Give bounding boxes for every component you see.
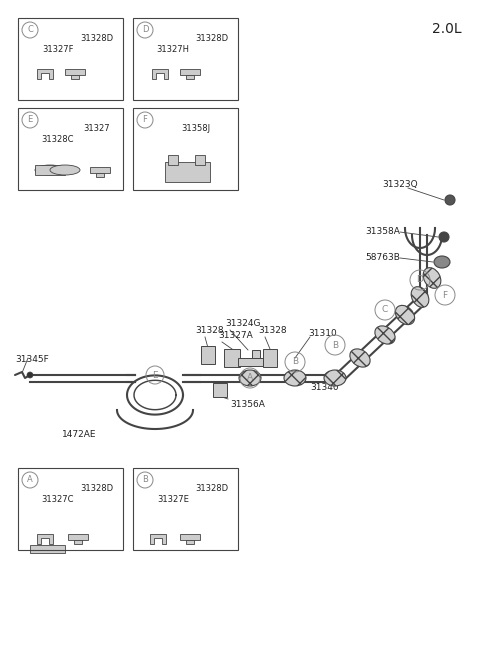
Text: 31327C: 31327C bbox=[42, 495, 74, 504]
Text: 31323Q: 31323Q bbox=[382, 181, 418, 189]
Polygon shape bbox=[152, 69, 168, 79]
Text: F: F bbox=[443, 291, 447, 299]
Polygon shape bbox=[180, 534, 200, 540]
Text: 31358J: 31358J bbox=[181, 124, 211, 133]
Polygon shape bbox=[180, 69, 200, 75]
Bar bbox=[133, 468, 238, 550]
Text: 31310: 31310 bbox=[308, 329, 337, 337]
Text: 31327: 31327 bbox=[84, 124, 110, 133]
Polygon shape bbox=[186, 540, 194, 544]
Ellipse shape bbox=[284, 370, 306, 386]
Circle shape bbox=[439, 232, 449, 242]
Polygon shape bbox=[37, 69, 53, 79]
Text: 31356A: 31356A bbox=[230, 400, 265, 409]
Ellipse shape bbox=[324, 370, 346, 386]
Ellipse shape bbox=[411, 287, 429, 307]
Text: 31328C: 31328C bbox=[42, 135, 74, 144]
Bar bbox=[18, 468, 123, 550]
Bar bbox=[168, 155, 178, 165]
Polygon shape bbox=[150, 534, 166, 544]
Text: 31340: 31340 bbox=[310, 383, 338, 392]
Text: D: D bbox=[417, 276, 423, 284]
Bar bbox=[165, 162, 210, 182]
Text: 31328D: 31328D bbox=[80, 484, 113, 493]
Polygon shape bbox=[74, 540, 82, 544]
Polygon shape bbox=[71, 75, 79, 79]
Bar bbox=[35, 165, 65, 175]
Bar bbox=[133, 18, 238, 100]
Ellipse shape bbox=[423, 268, 441, 288]
Bar bbox=[133, 108, 238, 190]
Text: 31328D: 31328D bbox=[195, 484, 228, 493]
Text: C: C bbox=[382, 305, 388, 314]
Text: B: B bbox=[332, 341, 338, 350]
Ellipse shape bbox=[375, 326, 395, 344]
Text: A: A bbox=[27, 476, 33, 485]
Text: 31327F: 31327F bbox=[42, 45, 73, 54]
Bar bbox=[195, 155, 205, 165]
Polygon shape bbox=[186, 75, 194, 79]
Polygon shape bbox=[37, 534, 53, 544]
Text: 31345F: 31345F bbox=[15, 355, 49, 364]
Text: 1472AE: 1472AE bbox=[62, 430, 96, 439]
Ellipse shape bbox=[35, 165, 65, 175]
Bar bbox=[252, 350, 260, 358]
Ellipse shape bbox=[239, 370, 261, 386]
Text: 31324G: 31324G bbox=[225, 319, 261, 328]
Text: B: B bbox=[292, 358, 298, 367]
Text: E: E bbox=[152, 371, 158, 379]
Bar bbox=[18, 108, 123, 190]
Polygon shape bbox=[68, 534, 88, 540]
Bar bbox=[224, 349, 240, 367]
Text: A: A bbox=[247, 373, 253, 383]
Text: 31328: 31328 bbox=[195, 326, 224, 335]
Text: C: C bbox=[27, 26, 33, 35]
Polygon shape bbox=[90, 167, 110, 173]
Text: D: D bbox=[142, 26, 148, 35]
Polygon shape bbox=[65, 69, 85, 75]
Bar bbox=[18, 18, 123, 100]
Circle shape bbox=[445, 195, 455, 205]
Text: 31328D: 31328D bbox=[80, 34, 113, 43]
Circle shape bbox=[27, 372, 33, 378]
Text: 31327A: 31327A bbox=[218, 331, 253, 340]
Text: E: E bbox=[27, 115, 33, 124]
Polygon shape bbox=[96, 173, 104, 177]
Text: 31328D: 31328D bbox=[195, 34, 228, 43]
Bar bbox=[30, 545, 65, 553]
Text: 58763B: 58763B bbox=[365, 253, 400, 263]
Ellipse shape bbox=[396, 305, 415, 325]
Text: 31327H: 31327H bbox=[156, 45, 190, 54]
Bar bbox=[213, 383, 227, 397]
Text: 2.0L: 2.0L bbox=[432, 22, 462, 36]
Ellipse shape bbox=[434, 256, 450, 268]
Bar bbox=[263, 349, 277, 367]
Ellipse shape bbox=[50, 165, 80, 175]
Bar bbox=[238, 358, 263, 366]
Text: F: F bbox=[143, 115, 147, 124]
Text: 31358A: 31358A bbox=[365, 227, 400, 236]
Bar bbox=[201, 346, 215, 364]
Text: B: B bbox=[142, 476, 148, 485]
Ellipse shape bbox=[350, 349, 370, 367]
Text: 31328: 31328 bbox=[258, 326, 287, 335]
Text: 31327E: 31327E bbox=[157, 495, 189, 504]
